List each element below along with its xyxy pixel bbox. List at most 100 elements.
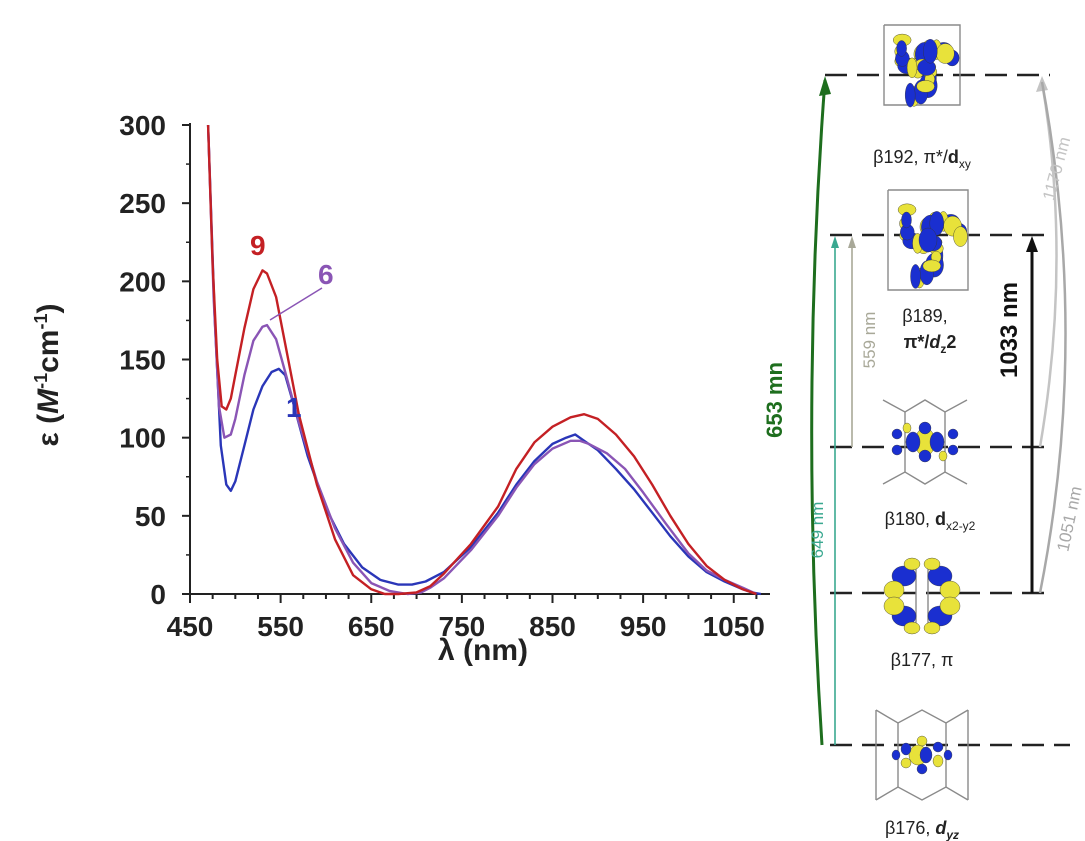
orbital-image-b192 bbox=[883, 24, 961, 108]
orbital-lobe bbox=[916, 80, 935, 93]
y-tick-label: 300 bbox=[119, 110, 166, 141]
orbital-label-b180: β180, dx2-y2 bbox=[885, 509, 976, 533]
label-1033: 1033 nm bbox=[996, 282, 1023, 378]
series-lines bbox=[206, 124, 762, 596]
series-label-1: 1 bbox=[286, 392, 302, 423]
orbital-lobe bbox=[883, 580, 905, 600]
tick-labels: 0 50 100 150 200 250 300 450 550 650 750 850 950 1050 bbox=[119, 110, 765, 642]
orbital-diagram: 653 mn 649 nm 559 nm 1033 nm 1170 nm 105… bbox=[762, 24, 1085, 841]
series-label-6-leader bbox=[269, 287, 323, 321]
series-line-9 bbox=[206, 124, 757, 596]
orbital-lobe bbox=[904, 82, 916, 108]
x-axis-label: λ (nm) bbox=[438, 634, 528, 667]
x-tick-label: 650 bbox=[348, 611, 395, 642]
orbital-lobe bbox=[906, 57, 918, 79]
arrow-653 bbox=[810, 79, 827, 746]
series-line-6 bbox=[206, 124, 757, 596]
molecule-bond bbox=[875, 709, 969, 724]
y-tick-label: 100 bbox=[119, 423, 166, 454]
orbital-lobe bbox=[923, 557, 941, 571]
orbital-lobe bbox=[916, 735, 928, 747]
arrow-559-head bbox=[848, 236, 856, 248]
orbital-lobe bbox=[923, 621, 941, 635]
orbital-lobe bbox=[918, 421, 932, 435]
orbital-lobe bbox=[903, 557, 921, 571]
y-tick-label: 200 bbox=[119, 266, 166, 297]
orbital-lobe bbox=[891, 749, 901, 761]
orbital-lobe bbox=[922, 259, 941, 273]
orbital-lobe bbox=[891, 565, 917, 587]
y-tick-label: 50 bbox=[135, 501, 166, 532]
orbital-lobe bbox=[947, 444, 959, 456]
orbital-lobe bbox=[905, 431, 921, 453]
orbital-label-b192: β192, π*/dxy bbox=[873, 147, 971, 171]
orbital-lobe bbox=[936, 43, 955, 64]
orbital-label-b189-line1: β189, bbox=[902, 306, 947, 326]
orbital-lobe bbox=[953, 226, 968, 247]
orbital-lobe bbox=[891, 444, 903, 456]
orbital-lobe bbox=[947, 428, 959, 440]
x-tick-label: 450 bbox=[167, 611, 214, 642]
orbital-label-b177: β177, π bbox=[891, 650, 954, 670]
orbital-image-b177 bbox=[883, 557, 961, 635]
transition-arrows bbox=[810, 76, 1067, 746]
arrow-653-head bbox=[819, 76, 831, 96]
orbital-lobe bbox=[939, 580, 961, 600]
orbital-lobe bbox=[919, 746, 933, 764]
molecule-bond bbox=[882, 399, 968, 413]
orbital-label-b189-line2: π*/dz2 bbox=[904, 332, 957, 356]
orbital-lobe bbox=[901, 211, 912, 229]
y-axis-label: ε (M-1cm-1) bbox=[31, 304, 65, 447]
arrow-1170 bbox=[1038, 81, 1058, 448]
orbital-lobe bbox=[943, 749, 953, 761]
molecule-bond bbox=[883, 24, 961, 106]
orbital-image-b176 bbox=[875, 709, 969, 801]
absorption-chart: 0 50 100 150 200 250 300 450 550 650 750 850 950 1050… bbox=[31, 110, 770, 667]
x-tick-label: 850 bbox=[529, 611, 576, 642]
series-line-1 bbox=[206, 124, 762, 596]
orbital-lobe bbox=[929, 431, 945, 453]
orbital-lobe bbox=[918, 227, 938, 253]
y-tick-label: 150 bbox=[119, 345, 166, 376]
y-tick-label: 250 bbox=[119, 188, 166, 219]
x-tick-label: 750 bbox=[439, 611, 486, 642]
orbital-lobe bbox=[923, 39, 938, 64]
molecule-bond bbox=[882, 471, 968, 485]
orbital-lobe bbox=[883, 596, 905, 616]
orbital-lobe bbox=[903, 621, 921, 635]
label-653: 653 mn bbox=[762, 362, 787, 438]
orbital-lobe bbox=[910, 264, 921, 289]
orbital-lobe bbox=[916, 763, 928, 775]
orbital-lobe bbox=[891, 428, 903, 440]
series-label-6: 6 bbox=[318, 259, 334, 290]
arrow-1051 bbox=[1038, 81, 1067, 594]
series-label-9: 9 bbox=[250, 230, 266, 261]
orbital-lobe bbox=[929, 211, 944, 236]
label-559: 559 nm bbox=[860, 312, 879, 369]
orbital-image-b180 bbox=[882, 399, 968, 485]
orbital-lobe bbox=[896, 40, 907, 57]
x-tick-label: 550 bbox=[257, 611, 304, 642]
orbital-lobe bbox=[927, 565, 953, 587]
molecule-bond bbox=[875, 786, 969, 801]
y-tick-label: 0 bbox=[150, 579, 166, 610]
label-1170: 1170 nm bbox=[1039, 135, 1074, 203]
orbital-lobe bbox=[939, 596, 961, 616]
orbital-lobe bbox=[900, 742, 912, 756]
orbital-label-b176: β176, dyz bbox=[885, 818, 959, 841]
label-1051: 1051 nm bbox=[1053, 485, 1085, 554]
x-tick-label: 950 bbox=[620, 611, 667, 642]
axes bbox=[182, 123, 770, 603]
x-tick-label: 1050 bbox=[703, 611, 765, 642]
label-649: 649 nm bbox=[808, 502, 827, 559]
orbital-lobe bbox=[918, 449, 932, 463]
molecule-bond bbox=[887, 189, 969, 291]
orbital-lobe bbox=[938, 450, 948, 462]
orbital-image-b189 bbox=[887, 189, 969, 291]
orbital-lobe bbox=[900, 757, 912, 769]
orbital-lobe bbox=[932, 754, 944, 768]
arrow-649-head bbox=[831, 236, 839, 248]
arrow-1033-head bbox=[1026, 236, 1038, 252]
orbital-lobe bbox=[902, 422, 912, 434]
